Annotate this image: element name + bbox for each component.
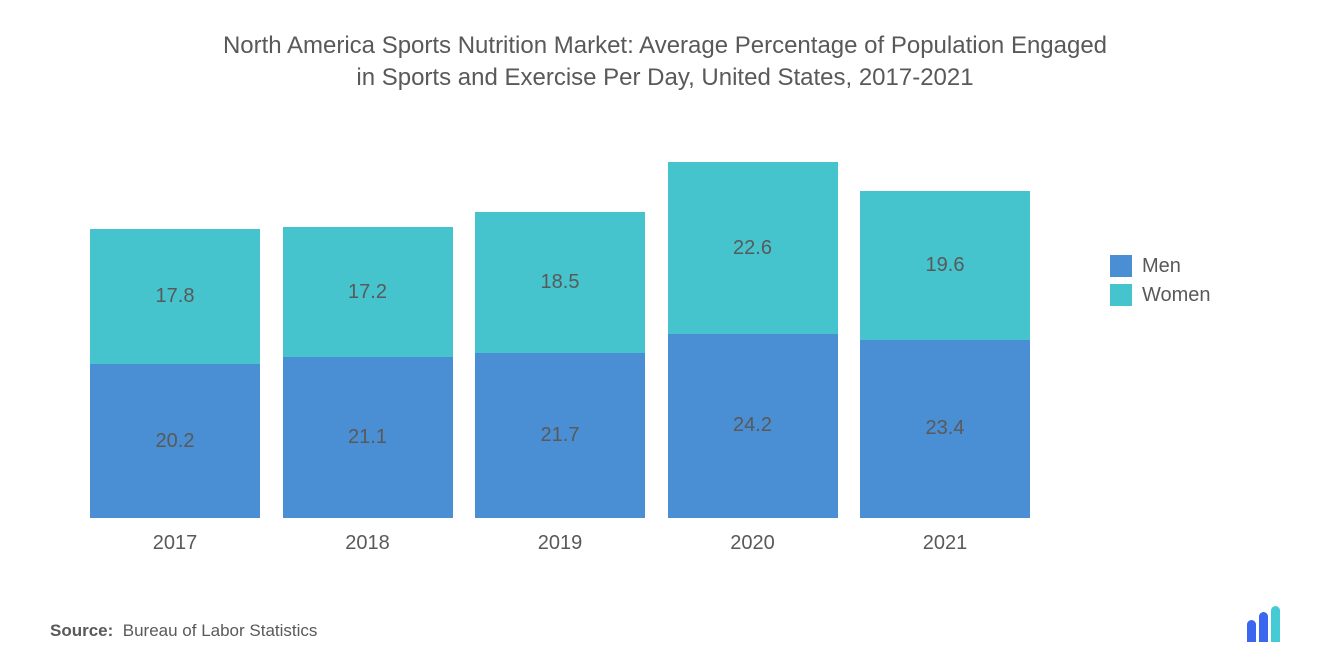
bar-stack: 21.718.5 [475, 212, 645, 518]
x-axis-label: 2018 [345, 532, 390, 555]
bar-segment: 17.2 [283, 227, 453, 358]
bar-segment: 19.6 [860, 191, 1030, 340]
bar-segment: 22.6 [668, 162, 838, 334]
legend-item: Women [1110, 284, 1211, 307]
plot-area: 20.217.8 2017 21.117.2 2018 21.718.5 2019 24.2… [50, 135, 1050, 555]
x-axis-label: 2017 [153, 532, 198, 555]
bar-stack: 23.419.6 [860, 191, 1030, 518]
bar-group: 23.419.6 2021 [860, 191, 1030, 555]
brand-logo [1247, 606, 1280, 647]
bar-segment: 21.7 [475, 353, 645, 518]
bar-segment: 20.2 [90, 364, 260, 518]
x-axis-label: 2021 [923, 532, 968, 555]
source-text: Bureau of Labor Statistics [123, 621, 318, 640]
bar-group: 20.217.8 2017 [90, 229, 260, 555]
x-axis-label: 2020 [730, 532, 775, 555]
legend-swatch [1110, 284, 1132, 306]
bar-group: 21.117.2 2018 [283, 227, 453, 555]
source-prefix: Source: [50, 621, 113, 640]
bar-segment: 17.8 [90, 229, 260, 364]
bar-segment: 24.2 [668, 334, 838, 518]
bar-stack: 24.222.6 [668, 162, 838, 518]
source-attribution: Source: Bureau of Labor Statistics [50, 621, 317, 641]
bar-group: 24.222.6 2020 [668, 162, 838, 555]
bar-segment: 23.4 [860, 340, 1030, 518]
bar-group: 21.718.5 2019 [475, 212, 645, 555]
bar-segment: 18.5 [475, 212, 645, 353]
chart-container: 20.217.8 2017 21.117.2 2018 21.718.5 2019 24.2… [50, 135, 1280, 555]
legend-swatch [1110, 255, 1132, 277]
chart-title: North America Sports Nutrition Market: A… [215, 30, 1115, 95]
bar-stack: 20.217.8 [90, 229, 260, 518]
legend: Men Women [1110, 255, 1211, 313]
legend-label: Women [1142, 284, 1211, 307]
legend-label: Men [1142, 255, 1181, 278]
legend-item: Men [1110, 255, 1211, 278]
bar-stack: 21.117.2 [283, 227, 453, 518]
x-axis-label: 2019 [538, 532, 583, 555]
bar-segment: 21.1 [283, 357, 453, 517]
